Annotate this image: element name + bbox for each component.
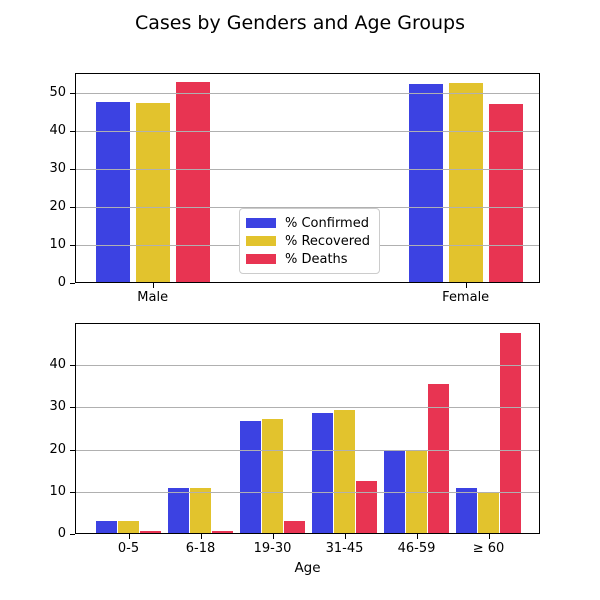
- y-tick-label: 0: [57, 526, 66, 541]
- x-tick: [272, 534, 274, 539]
- bar-deaths-6-18: [212, 530, 233, 534]
- y-tick-label: 40: [49, 123, 66, 139]
- y-gridline-20: [75, 207, 540, 209]
- y-gridline-10: [75, 491, 540, 493]
- y-tick: [70, 245, 75, 247]
- legend-label-recovered: % Recovered: [285, 233, 371, 249]
- x-axis-label: Age: [294, 560, 321, 576]
- x-tick: [416, 534, 418, 539]
- x-tick-label: 6-18: [185, 541, 216, 556]
- y-tick: [70, 407, 75, 409]
- bar-deaths-male: [175, 82, 210, 283]
- bar-deaths-31-45: [356, 480, 377, 534]
- y-gridline-40: [75, 131, 540, 133]
- legend-swatch-recovered: [246, 236, 276, 246]
- bar-recovered-male: [135, 103, 170, 283]
- y-tick-label: 10: [49, 483, 66, 499]
- x-tick: [152, 283, 154, 288]
- y-gridline-40: [75, 365, 540, 367]
- y-tick: [70, 207, 75, 209]
- x-tick-label: 19-30: [253, 541, 292, 556]
- y-gridline-20: [75, 449, 540, 451]
- legend-row-confirmed: % Confirmed: [246, 214, 369, 232]
- bar-recovered-6-18: [190, 487, 211, 534]
- y-tick-label: 20: [49, 441, 66, 457]
- x-tick-label: ≥ 60: [472, 541, 505, 556]
- x-tick: [344, 534, 346, 539]
- age-chart: 0 10 20 30 40 0-5 6-18 19-30 31-45 46-59 ≥ 60 Age: [49, 323, 540, 576]
- bar-confirmed-male: [95, 101, 130, 283]
- bar-confirmed-female: [408, 84, 443, 283]
- bar-deaths-46-59: [428, 384, 449, 534]
- bar-deaths-19-30: [284, 520, 305, 534]
- bar-confirmed-19-30: [240, 421, 261, 534]
- legend-label-confirmed: % Confirmed: [285, 215, 369, 231]
- figure-title: Cases by Genders and Age Groups: [134, 12, 466, 34]
- bar-recovered-60: [478, 491, 499, 534]
- x-tick: [465, 283, 467, 288]
- bar-confirmed-31-45: [312, 412, 333, 534]
- y-tick-label: 0: [57, 275, 66, 290]
- x-tick-label: Male: [137, 290, 169, 305]
- y-tick-label: 30: [49, 399, 66, 415]
- x-tick-label: 46-59: [397, 541, 436, 556]
- bar-recovered-female: [448, 83, 483, 283]
- legend-row-deaths: % Deaths: [246, 250, 369, 268]
- y-tick-label: 20: [49, 199, 66, 215]
- x-tick: [488, 534, 490, 539]
- x-tick-label: Female: [442, 290, 490, 305]
- bar-confirmed-60: [456, 488, 477, 534]
- legend-swatch-deaths: [246, 254, 276, 264]
- bar-confirmed-6-18: [168, 488, 189, 534]
- gender-chart: 0 10 20 30 40 50 Male Female % Confirmed % Recove…: [49, 73, 540, 305]
- y-gridline-30: [75, 169, 540, 171]
- y-tick: [70, 449, 75, 451]
- bar-confirmed-0-5: [96, 520, 117, 534]
- legend-row-recovered: % Recovered: [246, 232, 371, 250]
- y-tick-label: 40: [49, 357, 66, 373]
- bar-recovered-31-45: [334, 409, 355, 534]
- y-tick: [70, 169, 75, 171]
- x-tick: [200, 534, 202, 539]
- x-tick-label: 31-45: [325, 541, 364, 556]
- y-tick: [70, 534, 75, 535]
- bar-deaths-female: [488, 104, 523, 283]
- bar-recovered-19-30: [262, 419, 283, 534]
- y-tick: [70, 93, 75, 95]
- y-gridline-30: [75, 407, 540, 409]
- y-tick: [70, 491, 75, 493]
- legend-label-deaths: % Deaths: [285, 251, 348, 267]
- bar-deaths-0-5: [140, 530, 161, 534]
- y-tick: [70, 131, 75, 133]
- y-tick-label: 10: [49, 237, 66, 253]
- y-tick: [70, 365, 75, 367]
- x-tick-label: 0-5: [117, 541, 140, 556]
- y-tick-label: 50: [49, 85, 66, 101]
- bar-deaths-60: [500, 333, 521, 534]
- y-tick: [70, 283, 75, 284]
- y-gridline-50: [75, 93, 540, 95]
- legend-swatch-confirmed: [246, 218, 276, 228]
- x-tick: [128, 534, 130, 539]
- bar-recovered-0-5: [118, 520, 139, 534]
- legend: % Confirmed % Recovered % Deaths: [239, 208, 380, 274]
- y-tick-label: 30: [49, 161, 66, 177]
